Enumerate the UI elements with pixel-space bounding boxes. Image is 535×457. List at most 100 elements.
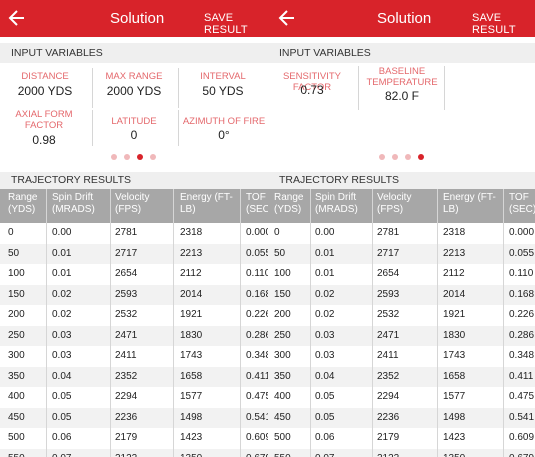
- table-row: 100 0.01 2654 2112 0.110: [268, 264, 535, 284]
- var-label-axial-form-factor: AXIAL FORM FACTOR: [15, 109, 73, 131]
- var-divider: [92, 68, 93, 108]
- cell-velocity: 2781: [377, 227, 400, 238]
- cell-energy: 2112: [180, 268, 202, 279]
- cell-spin-drift: 0.02: [315, 288, 335, 300]
- cell-range: 400: [274, 391, 291, 402]
- cell-velocity: 2532: [115, 309, 138, 320]
- cell-range: 500: [274, 432, 291, 443]
- page-indicator[interactable]: [379, 154, 429, 162]
- cell-tof: 0.679: [509, 453, 535, 457]
- trajectory-results-header: TRAJECTORY RESULTS: [268, 172, 535, 189]
- table-header: Range (YDS) Spin Drift (MRADS) Velocity …: [268, 189, 535, 223]
- cell-spin-drift: 0.02: [52, 309, 72, 320]
- cell-spin-drift: 0.01: [315, 268, 335, 279]
- var-label-sensitivity-factor: SENSITIVITY FACTOR: [282, 71, 342, 93]
- cell-range: 0: [274, 227, 280, 238]
- app-bar: Solution SAVE RESULT: [268, 0, 535, 37]
- page-dot[interactable]: [124, 154, 130, 160]
- cell-tof: 0.226: [509, 309, 535, 320]
- cell-range: 350: [8, 370, 25, 382]
- cell-tof: 0.110: [509, 268, 534, 279]
- table-row: 50 0.01 2717 2213 0.055: [268, 243, 535, 264]
- cell-spin-drift: 0.00: [315, 227, 335, 238]
- page-dot[interactable]: [392, 154, 398, 160]
- cell-tof: 0.609: [246, 432, 268, 443]
- cell-tof: 0.541: [509, 411, 535, 423]
- cell-spin-drift: 0.05: [52, 411, 72, 423]
- col-header-velocity: Velocity (FPS): [115, 192, 150, 215]
- cell-spin-drift: 0.05: [52, 391, 72, 402]
- cell-energy: 1577: [180, 391, 203, 402]
- cell-tof: 0.055: [246, 247, 268, 259]
- page-dot[interactable]: [418, 154, 424, 160]
- table-row: 550 0.07 2122 1350 0.679: [0, 448, 268, 457]
- table-row: 250 0.03 2471 1830 0.286: [268, 325, 535, 346]
- cell-velocity: 2593: [115, 288, 138, 300]
- col-header-velocity: Velocity (FPS): [377, 192, 412, 215]
- cell-velocity: 2717: [377, 247, 400, 259]
- back-arrow-icon[interactable]: [276, 6, 298, 30]
- cell-energy: 2112: [443, 268, 465, 279]
- cell-tof: 0.475: [246, 391, 268, 402]
- column-divider: [110, 189, 111, 457]
- cell-tof: 0.348: [246, 350, 268, 361]
- cell-energy: 1830: [443, 329, 466, 341]
- var-label-distance: DISTANCE: [21, 71, 69, 82]
- var-label-azimuth-of-fire: AZIMUTH OF FIRE: [182, 116, 266, 127]
- table-row: 400 0.05 2294 1577 0.475: [0, 387, 268, 407]
- var-value-distance: 2000 YDS: [17, 84, 73, 98]
- var-divider: [358, 66, 359, 110]
- cell-range: 450: [8, 411, 25, 423]
- col-header-spin-drift: Spin Drift (MRADS): [52, 192, 95, 215]
- cell-energy: 2014: [180, 288, 203, 300]
- back-arrow-icon[interactable]: [6, 6, 28, 30]
- column-divider: [240, 189, 241, 457]
- page-dot[interactable]: [137, 154, 143, 160]
- cell-spin-drift: 0.03: [52, 350, 72, 361]
- cell-velocity: 2236: [115, 411, 138, 423]
- app-bar: Solution SAVE RESULT: [0, 0, 268, 37]
- cell-spin-drift: 0.01: [315, 247, 335, 259]
- cell-tof: 0.679: [246, 453, 268, 457]
- cell-range: 550: [8, 453, 44, 457]
- cell-tof: 0.609: [509, 432, 535, 443]
- page-title: Solution: [110, 10, 165, 27]
- save-result-button[interactable]: SAVE RESULT: [204, 12, 248, 36]
- cell-spin-drift: 0.01: [52, 268, 72, 279]
- table-row: 0 0.00 2781 2318 0.000: [268, 223, 535, 243]
- left-screen: Solution SAVE RESULT INPUT VARIABLES DIS…: [0, 0, 268, 457]
- save-result-button[interactable]: SAVE RESULT: [472, 12, 516, 36]
- cell-range: 150: [8, 288, 25, 300]
- cell-spin-drift: 0.05: [315, 411, 335, 423]
- cell-spin-drift: 0.02: [52, 288, 72, 300]
- cell-energy: 1743: [180, 350, 203, 361]
- cell-tof: 0.168: [509, 288, 535, 300]
- cell-energy: 2213: [443, 247, 466, 259]
- cell-spin-drift: 0.04: [52, 370, 72, 382]
- cell-spin-drift: 0.04: [315, 370, 335, 382]
- cell-range: 250: [274, 329, 291, 341]
- cell-spin-drift: 0.06: [315, 432, 335, 443]
- cell-range: 300: [274, 350, 291, 361]
- cell-energy: 1921: [180, 309, 203, 320]
- table-row: 350 0.04 2352 1658 0.411: [268, 366, 535, 387]
- cell-spin-drift: 0.05: [315, 391, 335, 402]
- cell-velocity: 2593: [377, 288, 400, 300]
- cell-tof: 0.411: [246, 370, 268, 382]
- cell-range: 200: [274, 309, 291, 320]
- page-dot[interactable]: [150, 154, 156, 160]
- cell-tof: 0.286: [509, 329, 535, 341]
- cell-tof: 0.000: [246, 227, 268, 238]
- page-dot[interactable]: [379, 154, 385, 160]
- cell-tof: 0.475: [509, 391, 535, 402]
- cell-tof: 0.000: [509, 227, 535, 238]
- column-divider: [372, 189, 373, 457]
- cell-range: 100: [8, 268, 25, 279]
- page-dot[interactable]: [405, 154, 411, 160]
- table-row: 150 0.02 2593 2014 0.168: [268, 284, 535, 305]
- page-dot[interactable]: [111, 154, 117, 160]
- cell-energy: 1423: [180, 432, 203, 443]
- cell-range: 450: [274, 411, 291, 423]
- column-divider: [46, 189, 47, 457]
- page-indicator[interactable]: [111, 154, 161, 162]
